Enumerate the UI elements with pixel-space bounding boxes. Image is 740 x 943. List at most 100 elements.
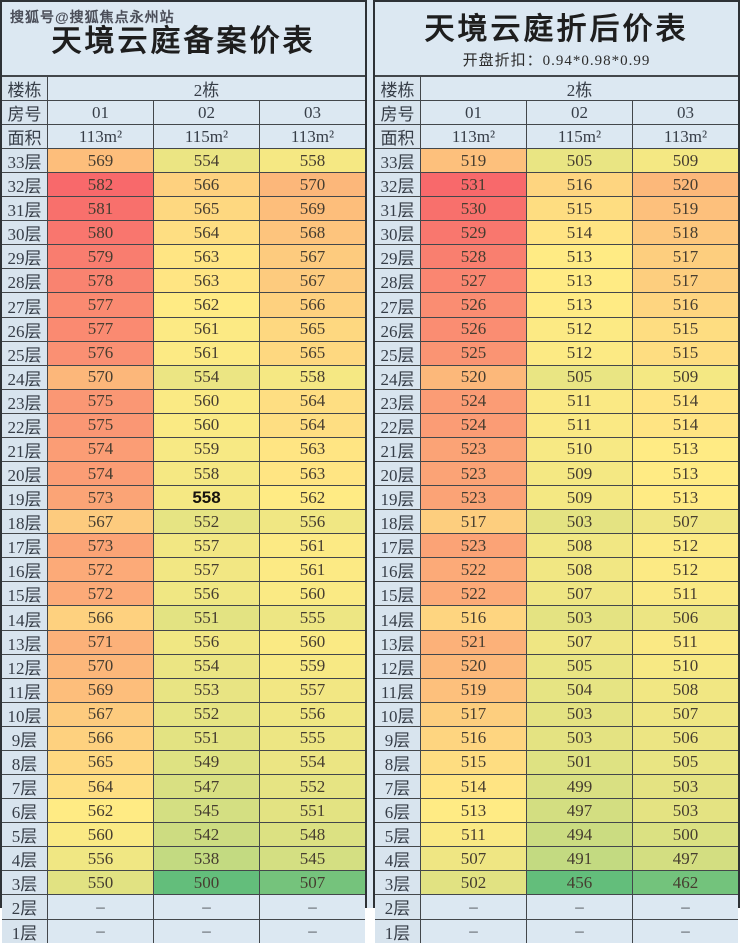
floor-row: 22层 575 560 564 — [2, 412, 365, 437]
price-cell: 506 — [632, 726, 738, 750]
floor-row: 20层 574 558 563 — [2, 461, 365, 486]
floor-row: 17层 573 557 561 — [2, 533, 365, 558]
price-cell: 513 — [632, 486, 738, 510]
price-cell: 569 — [47, 678, 153, 702]
price-cell: 513 — [526, 245, 632, 269]
price-cell: 507 — [259, 871, 365, 895]
floor-row: 29层 528 513 517 — [375, 244, 738, 269]
price-cell: 462 — [632, 871, 738, 895]
floor-row: 13层 571 556 560 — [2, 629, 365, 654]
floor-row: 31层 581 565 569 — [2, 196, 365, 221]
room-row: 房号 01 02 03 — [2, 100, 365, 124]
price-cell: 497 — [526, 799, 632, 823]
price-cell: 456 — [526, 871, 632, 895]
floor-label: 3层 — [2, 871, 47, 895]
price-cell: 519 — [420, 149, 526, 173]
floor-label: 30层 — [2, 221, 47, 245]
price-cell: 556 — [259, 510, 365, 534]
floor-label: 4层 — [2, 847, 47, 871]
floor-label: 7层 — [375, 775, 420, 799]
price-cell: 513 — [526, 269, 632, 293]
price-cell: 507 — [526, 582, 632, 606]
price-cell: 505 — [526, 654, 632, 678]
floor-label: 5层 — [2, 823, 47, 847]
floor-row: 9层 516 503 506 — [375, 725, 738, 750]
price-cell: 528 — [420, 245, 526, 269]
price-cell: 516 — [526, 173, 632, 197]
floor-row: 26层 526 512 515 — [375, 316, 738, 341]
floor-row: 26层 577 561 565 — [2, 316, 365, 341]
floor-row: 14层 566 551 555 — [2, 605, 365, 630]
floor-label: 13层 — [2, 630, 47, 654]
price-cell: 556 — [47, 847, 153, 871]
floor-row: 12层 520 505 510 — [375, 653, 738, 678]
floor-row: 29层 579 563 567 — [2, 244, 365, 269]
room-01: 01 — [420, 101, 526, 124]
floor-label: 20层 — [2, 462, 47, 486]
price-cell: 524 — [420, 389, 526, 413]
floor-label: 2层 — [375, 895, 420, 919]
price-cell: 518 — [632, 221, 738, 245]
price-cell: 575 — [47, 389, 153, 413]
floor-row: 16层 522 508 512 — [375, 557, 738, 582]
floor-row: 2层 – – – — [375, 894, 738, 919]
price-cell: 552 — [153, 702, 259, 726]
price-cell: 575 — [47, 413, 153, 437]
floor-label: 16层 — [2, 558, 47, 582]
floor-row: 11层 569 553 557 — [2, 677, 365, 702]
price-cell: 514 — [632, 413, 738, 437]
price-cell: 497 — [632, 847, 738, 871]
price-cell: 509 — [632, 365, 738, 389]
floor-label: 8层 — [2, 750, 47, 775]
price-cell: 565 — [259, 341, 365, 365]
price-cell: 569 — [47, 149, 153, 173]
building-row: 楼栋 2栋 — [375, 76, 738, 100]
price-cell: 491 — [526, 847, 632, 871]
price-cell: 564 — [153, 221, 259, 245]
price-cell: 510 — [632, 654, 738, 678]
price-cell: 580 — [47, 221, 153, 245]
floor-label: 9层 — [375, 726, 420, 750]
floor-label: 33层 — [2, 149, 47, 173]
price-cell: 513 — [420, 799, 526, 823]
price-cell: 509 — [526, 462, 632, 486]
room-label: 房号 — [375, 101, 420, 124]
floor-label: 19层 — [2, 486, 47, 510]
price-cell: 513 — [526, 293, 632, 317]
price-cell: 561 — [153, 341, 259, 365]
price-cell: 525 — [420, 341, 526, 365]
price-cell: 551 — [259, 799, 365, 823]
price-cell: 573 — [47, 486, 153, 510]
price-cell: 524 — [420, 413, 526, 437]
floor-label: 1层 — [375, 919, 420, 943]
price-cell: 559 — [259, 654, 365, 678]
floor-label: 33层 — [375, 149, 420, 173]
floor-row: 24层 520 505 509 — [375, 364, 738, 389]
floor-label: 15层 — [2, 582, 47, 606]
price-cell: 515 — [526, 197, 632, 221]
floor-row: 1层 – – – — [2, 918, 365, 943]
floor-row: 15层 572 556 560 — [2, 581, 365, 606]
price-cell: 515 — [420, 750, 526, 775]
discounted-table-title-area: 天境云庭折后价表 开盘折扣：0.94*0.98*0.99 — [375, 2, 738, 76]
price-cell: 506 — [632, 606, 738, 630]
price-cell: 556 — [153, 630, 259, 654]
price-cell: 564 — [47, 775, 153, 799]
price-cell: 511 — [420, 823, 526, 847]
price-cell: 552 — [259, 775, 365, 799]
price-cell: 503 — [526, 606, 632, 630]
floor-label: 1层 — [2, 919, 47, 943]
floor-label: 5层 — [375, 823, 420, 847]
floor-row: 19层 573 558 562 — [2, 485, 365, 510]
floor-label: 26层 — [375, 317, 420, 341]
area-01: 113m² — [47, 125, 153, 148]
floor-label: 23层 — [2, 389, 47, 413]
floor-row: 16层 572 557 561 — [2, 557, 365, 582]
floor-row: 32层 531 516 520 — [375, 172, 738, 197]
area-label: 面积 — [2, 125, 47, 148]
filing-table-body: 33层 569 554 558 32层 582 566 570 31层 581 565 569 30层 5… — [2, 148, 365, 943]
price-cell: 505 — [526, 149, 632, 173]
floor-row: 24层 570 554 558 — [2, 364, 365, 389]
price-cell: – — [526, 895, 632, 919]
price-cell: 503 — [526, 726, 632, 750]
